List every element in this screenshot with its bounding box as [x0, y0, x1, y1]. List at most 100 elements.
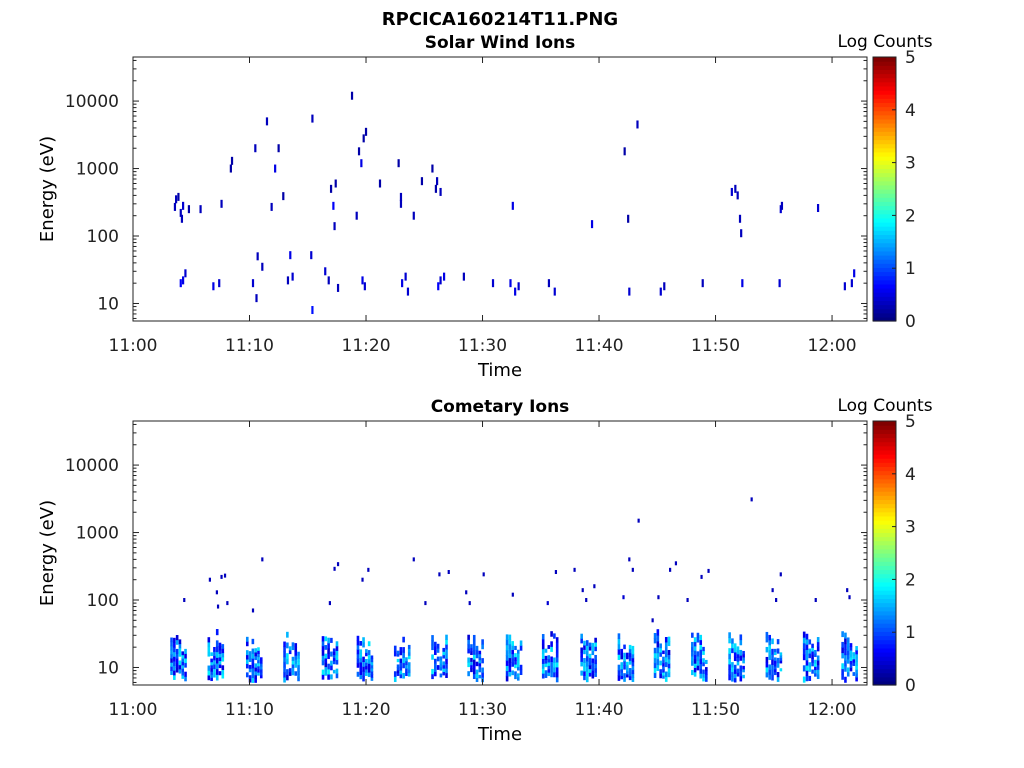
spectrogram-cell	[771, 638, 774, 645]
spectrogram-cell	[667, 654, 671, 660]
spectrogram-cell	[580, 638, 583, 644]
spectrogram-cell	[215, 674, 219, 681]
spectrogram-cell	[585, 671, 589, 678]
spectrogram-cell	[363, 282, 366, 291]
spectrogram-cell	[700, 574, 703, 579]
spectrogram-cell	[420, 177, 424, 186]
spectrogram-cell	[259, 674, 263, 679]
spectrogram-cell	[516, 666, 520, 671]
spectrogram-cell	[259, 666, 263, 670]
spectrogram-cell	[170, 662, 173, 667]
spectrogram-cell	[739, 655, 743, 661]
spectrogram-cell	[311, 114, 314, 123]
spectrogram-cell	[324, 657, 328, 663]
spectrogram-cell	[399, 650, 403, 656]
x-tick-label: 11:20	[342, 336, 391, 356]
x-axis-label: Time	[477, 360, 522, 381]
spectrogram-cell	[175, 648, 179, 655]
spectrogram-cell	[855, 665, 858, 670]
spectrogram-cell	[181, 671, 185, 676]
spectrogram-cell	[294, 651, 298, 656]
spectrogram-cell	[356, 649, 360, 655]
spectrogram-cell	[591, 650, 595, 656]
y-tick-label: 1000	[76, 524, 119, 544]
spectrogram-cell	[286, 674, 289, 681]
spectrogram-cell	[693, 658, 697, 664]
spectrogram-cell	[175, 653, 179, 659]
spectrogram-cell	[728, 653, 731, 660]
spectrogram-cell	[544, 673, 548, 678]
spectrogram-cell	[332, 651, 336, 656]
spectrogram-cell	[251, 672, 255, 679]
spectrogram-cell	[816, 660, 820, 666]
spectrogram-cell	[173, 637, 176, 643]
y-tick-label: 100	[87, 227, 119, 247]
spectrogram-cell	[553, 662, 556, 668]
spectrogram-cell	[311, 306, 314, 315]
spectrogram-cell	[593, 584, 596, 589]
spectrogram-cell	[370, 664, 374, 669]
spectrogram-cell	[742, 665, 745, 670]
spectrogram-cell	[220, 574, 223, 579]
spectrogram-cell	[472, 659, 476, 665]
spectrogram-cell	[553, 633, 556, 639]
spectrogram-cell	[776, 657, 780, 664]
spectrogram-cell	[779, 657, 783, 661]
x-tick-label: 11:10	[225, 700, 274, 720]
spectrogram-cell	[332, 660, 336, 665]
spectrogram-cell	[733, 677, 737, 683]
spectrogram-cell	[335, 645, 339, 651]
spectrogram-cell	[370, 655, 374, 660]
spectrogram-cell	[705, 659, 708, 664]
x-axis-ticks: 11:00 11:10 11:20 11:30 11:40 11:50 12:00	[109, 57, 857, 356]
spectrogram-cell	[324, 645, 328, 650]
spectrogram-cell	[218, 646, 222, 651]
spectrogram-cell	[359, 666, 363, 671]
spectrogram-cell	[581, 588, 584, 593]
spectrogram-cell	[702, 646, 705, 652]
spectrogram-cell	[445, 639, 448, 645]
spectrogram-cell	[773, 657, 777, 661]
spectrogram-cell	[776, 671, 780, 678]
spectrogram-cell	[594, 646, 597, 652]
spectrogram-cell	[257, 665, 260, 670]
spectrogram-cell	[580, 656, 583, 662]
spectrogram-cell	[699, 634, 703, 641]
spectrogram-cells	[170, 497, 858, 683]
spectrogram-cell	[218, 279, 221, 288]
spectrogram-cell	[248, 658, 252, 662]
spectrogram-cell	[550, 671, 553, 678]
spectrogram-cell	[511, 641, 514, 646]
spectrogram-cell	[332, 201, 335, 210]
spectrogram-cell	[631, 661, 635, 667]
spectrogram-cell	[175, 667, 179, 673]
spectrogram-cell	[733, 656, 737, 661]
spectrogram-cell	[511, 649, 514, 655]
spectrogram-cell	[841, 641, 844, 648]
colorbar-tick-label: 0	[905, 676, 916, 696]
spectrogram-cell	[327, 668, 330, 675]
spectrogram-cell	[396, 669, 400, 674]
spectrogram-cell	[210, 677, 213, 682]
spectrogram-cell	[846, 658, 850, 664]
spectrogram-cell	[399, 199, 403, 208]
spectrogram-cell	[170, 649, 173, 655]
spectrogram-cell	[696, 655, 700, 662]
spectrogram-cell	[591, 662, 595, 667]
spectrogram-cell	[179, 279, 182, 288]
spectrogram-cell	[294, 663, 298, 668]
spectrogram-cell	[431, 654, 434, 660]
spectrogram-cell	[585, 645, 589, 652]
spectrogram-cell	[442, 647, 446, 652]
spectrogram-cell	[207, 674, 211, 681]
spectrogram-cell	[257, 647, 260, 651]
spectrogram-cell	[431, 164, 434, 173]
spectrogram-cell	[742, 674, 745, 679]
spectrogram-cell	[696, 660, 700, 666]
spectrogram-cell	[653, 662, 657, 669]
spectrogram-cell	[696, 651, 700, 657]
spectrogram-cell	[686, 598, 689, 603]
spectrogram-cell	[517, 282, 520, 291]
spectrogram-cell	[367, 672, 371, 677]
spectrogram-cell	[779, 655, 783, 659]
